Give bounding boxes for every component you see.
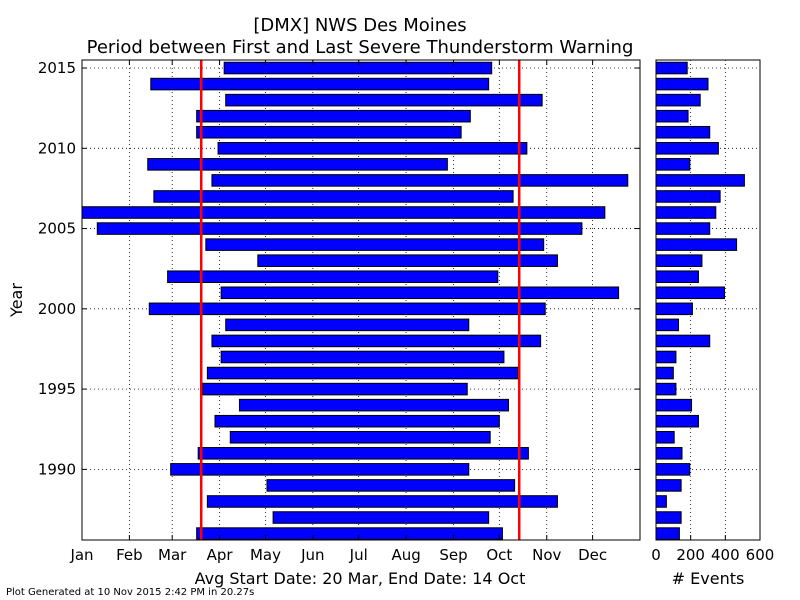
period-bar-1996 — [206, 366, 519, 380]
period-bar-1989 — [266, 479, 516, 492]
events-bar-2014 — [655, 77, 709, 91]
main-x-tick-label: Nov — [532, 546, 561, 564]
side-plot: 0 200 400 600 # Events — [651, 59, 774, 588]
events-bar-1995 — [655, 382, 677, 396]
period-bar-1994 — [238, 398, 510, 412]
avg-dates-label: Avg Start Date: 20 Mar, End Date: 14 Oct — [195, 569, 526, 588]
events-bar-1986 — [655, 527, 680, 540]
avg-lines — [199, 60, 521, 540]
period-bar-2014 — [150, 77, 490, 91]
events-bar-1994 — [655, 398, 693, 412]
main-x-tick-label: Aug — [391, 546, 420, 564]
period-bar-2006 — [81, 206, 606, 219]
main-plot-frame — [81, 59, 641, 541]
main-x-tick-label: Jun — [300, 546, 324, 564]
main-x-tick-label: Oct — [486, 546, 512, 564]
period-bar-1988 — [206, 495, 558, 508]
period-bar-1986 — [196, 527, 503, 540]
period-bar-1995 — [202, 382, 468, 396]
main-y-tick-label: 1995 — [38, 380, 76, 398]
events-bar-1996 — [655, 366, 674, 380]
main-x-tick-label: May — [250, 546, 281, 564]
main-x-tick-label: Feb — [116, 546, 143, 564]
events-bar-2002 — [655, 270, 699, 284]
main-x-tick-label: Jul — [349, 546, 368, 564]
period-bar-2012 — [196, 109, 471, 123]
main-plot: Jan Feb Mar Apr May Jun Jul Aug Sep Oct Nov Dec 199… — [7, 59, 760, 564]
side-x-tick-label: 200 — [676, 546, 705, 564]
period-bar-2008 — [211, 174, 629, 187]
side-plot-frame — [655, 59, 761, 541]
events-bar-1988 — [655, 495, 667, 508]
side-plot-area — [656, 60, 760, 540]
period-bar-2002 — [167, 270, 499, 284]
period-bar-2000 — [148, 302, 546, 316]
side-x-tick-label: 0 — [651, 546, 661, 564]
period-bar-2005 — [96, 222, 583, 235]
main-x-tick-label: Jan — [69, 546, 93, 564]
events-bar-2000 — [655, 302, 693, 316]
period-bar-2015 — [223, 61, 493, 75]
events-bar-2013 — [655, 93, 701, 107]
period-bar-1987 — [272, 511, 490, 524]
events-bar-1993 — [655, 414, 699, 428]
period-bar-1991 — [197, 447, 529, 460]
main-bars — [81, 61, 629, 540]
main-x-tick-label: Mar — [158, 546, 187, 564]
period-bar-1993 — [214, 414, 500, 428]
period-bar-1997 — [220, 350, 505, 364]
period-bar-2009 — [147, 158, 448, 171]
side-x-tick-label: 400 — [711, 546, 740, 564]
events-bar-2004 — [655, 238, 738, 251]
chart-title-line1: [DMX] NWS Des Moines — [253, 15, 466, 36]
events-bar-2008 — [655, 174, 745, 187]
side-x-ticks: 0 200 400 600 — [651, 535, 774, 564]
events-bar-2001 — [655, 286, 725, 300]
period-bar-1998 — [211, 334, 542, 348]
main-y-tick-label: 2005 — [38, 220, 76, 238]
main-x-tick-label: Apr — [207, 546, 234, 564]
period-bar-2001 — [220, 286, 620, 300]
main-y-tick-label: 1990 — [38, 460, 76, 478]
events-bar-1997 — [655, 350, 677, 364]
main-x-tick-label: Dec — [578, 546, 607, 564]
events-bar-2010 — [655, 142, 719, 155]
main-y-tick-label: 2000 — [38, 300, 76, 318]
period-bar-1992 — [229, 430, 491, 444]
events-bar-2006 — [655, 206, 717, 219]
period-bar-1990 — [170, 463, 470, 476]
side-bars — [655, 61, 745, 540]
main-y-tick-label: 2010 — [38, 139, 76, 157]
events-bar-1992 — [655, 430, 675, 444]
events-bar-1998 — [655, 334, 711, 348]
events-bar-2003 — [655, 254, 703, 267]
side-x-tick-label: 600 — [746, 546, 775, 564]
events-bar-1987 — [655, 511, 682, 524]
side-x-axis-label: # Events — [672, 569, 745, 588]
events-bar-1991 — [655, 447, 683, 460]
events-bar-1999 — [655, 318, 680, 332]
events-bar-2011 — [655, 125, 711, 139]
main-x-ticks: Jan Feb Mar Apr May Jun Jul Aug Sep Oct Nov Dec — [69, 60, 607, 564]
period-bar-2010 — [217, 142, 528, 155]
events-bar-2009 — [655, 158, 691, 171]
chart-title-line2: Period between First and Last Severe Thu… — [87, 37, 634, 58]
generated-footer: Plot Generated at 10 Nov 2015 2:42 PM in… — [6, 587, 254, 598]
events-bar-2015 — [655, 61, 688, 75]
main-y-axis-label: Year — [7, 283, 26, 318]
period-bar-2011 — [196, 125, 462, 139]
events-bar-2012 — [655, 109, 689, 123]
main-y-tick-label: 2015 — [38, 59, 76, 77]
period-bar-2007 — [153, 190, 514, 203]
period-bar-2004 — [205, 238, 545, 251]
events-bar-2005 — [655, 222, 711, 235]
main-x-tick-label: Sep — [439, 546, 467, 564]
period-bar-2003 — [257, 254, 558, 267]
events-bar-1989 — [655, 479, 682, 492]
period-bar-2013 — [225, 93, 543, 107]
events-bar-1990 — [655, 463, 691, 476]
period-bar-1999 — [225, 318, 470, 332]
events-bar-2007 — [655, 190, 721, 203]
